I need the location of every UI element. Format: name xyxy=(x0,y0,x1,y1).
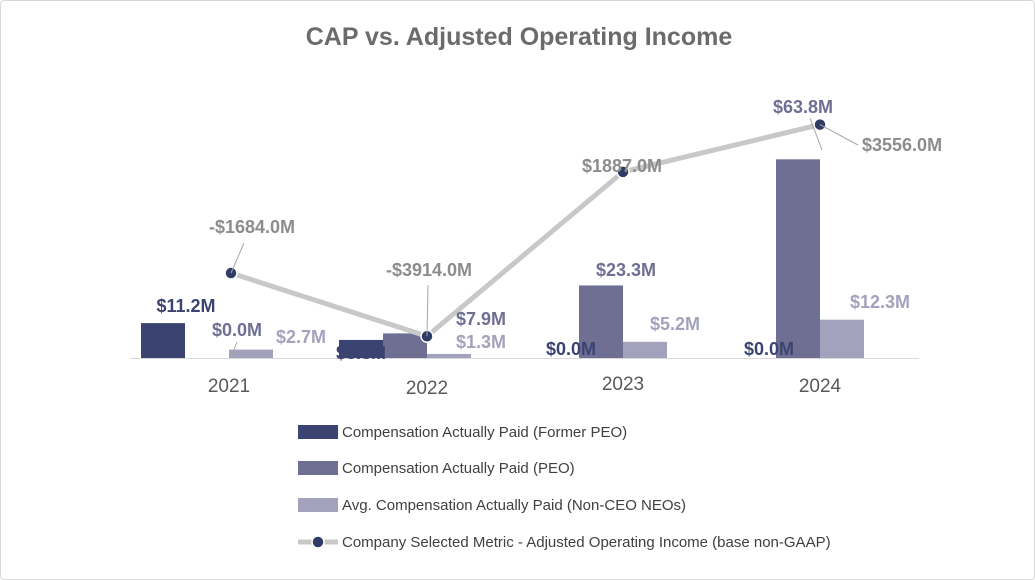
metric-data-label-2024: $3556.0M xyxy=(862,135,942,155)
bar-2022-series-3 xyxy=(427,353,471,358)
bar-2021-series-1 xyxy=(141,323,185,358)
bar-2021-series-3 xyxy=(229,349,273,358)
bar-label-leader-2021-series-2 xyxy=(230,341,238,358)
bar-2024-series-3 xyxy=(820,319,864,358)
legend-swatch-metric-marker xyxy=(311,535,325,549)
legend-swatch-series-2 xyxy=(298,461,338,475)
x-tick-label-2021: 2021 xyxy=(208,376,250,397)
metric-label-leader-2022 xyxy=(426,284,429,337)
bar-2022-series-1 xyxy=(339,339,383,358)
metric-label-leader-2024 xyxy=(819,124,859,146)
bar-data-label-2023-series-2: $23.3M xyxy=(596,260,656,280)
bar-2023-series-2 xyxy=(579,285,623,358)
bar-data-label-2022-series-3: $1.3M xyxy=(456,332,506,352)
legend-label-series-2: Compensation Actually Paid (PEO) xyxy=(342,460,575,477)
bar-2023-series-3 xyxy=(623,341,667,358)
bar-data-label-2023-series-3: $5.2M xyxy=(650,314,700,334)
chart-title: CAP vs. Adjusted Operating Income xyxy=(306,23,733,51)
legend-label-series-3: Avg. Compensation Actually Paid (Non-CEO… xyxy=(342,497,686,514)
legend-label-metric: Company Selected Metric - Adjusted Opera… xyxy=(342,534,831,551)
legend-swatch-series-3 xyxy=(298,498,338,512)
bar-data-label-2022-series-2: $7.9M xyxy=(456,309,506,329)
metric-point-2023 xyxy=(616,165,630,179)
bar-data-label-2023-series-1: $0.0M xyxy=(546,339,596,359)
bar-data-label-2024-series-1: $0.0M xyxy=(744,339,794,359)
metric-label-leader-2021 xyxy=(230,242,245,274)
bar-data-label-2024-series-3: $12.3M xyxy=(850,292,910,312)
bar-label-leader-2024-series-2 xyxy=(809,117,823,151)
legend-swatch-series-1 xyxy=(298,425,338,439)
bar-data-label-2021-series-1: $11.2M xyxy=(156,296,215,316)
metric-data-label-2022: -$3914.0M xyxy=(386,260,472,280)
bar-data-label-2022-series-1: $5.8M xyxy=(336,343,386,363)
bar-data-label-2024-series-2: $63.8M xyxy=(773,97,833,117)
legend-label-series-1: Compensation Actually Paid (Former PEO) xyxy=(342,424,627,441)
metric-data-label-2021: -$1684.0M xyxy=(209,217,295,237)
bar-data-label-2021-series-2: $0.0M xyxy=(212,320,262,340)
x-tick-label-2022: 2022 xyxy=(406,378,448,399)
bar-data-label-2021-series-3: $2.7M xyxy=(276,327,326,347)
x-tick-label-2023: 2023 xyxy=(602,374,644,395)
x-tick-label-2024: 2024 xyxy=(799,376,842,397)
bar-2024-series-2 xyxy=(776,159,820,358)
metric-data-label-2023: $1887.0M xyxy=(582,156,662,176)
metric-line xyxy=(230,122,821,339)
bar-2022-series-2 xyxy=(383,333,427,358)
